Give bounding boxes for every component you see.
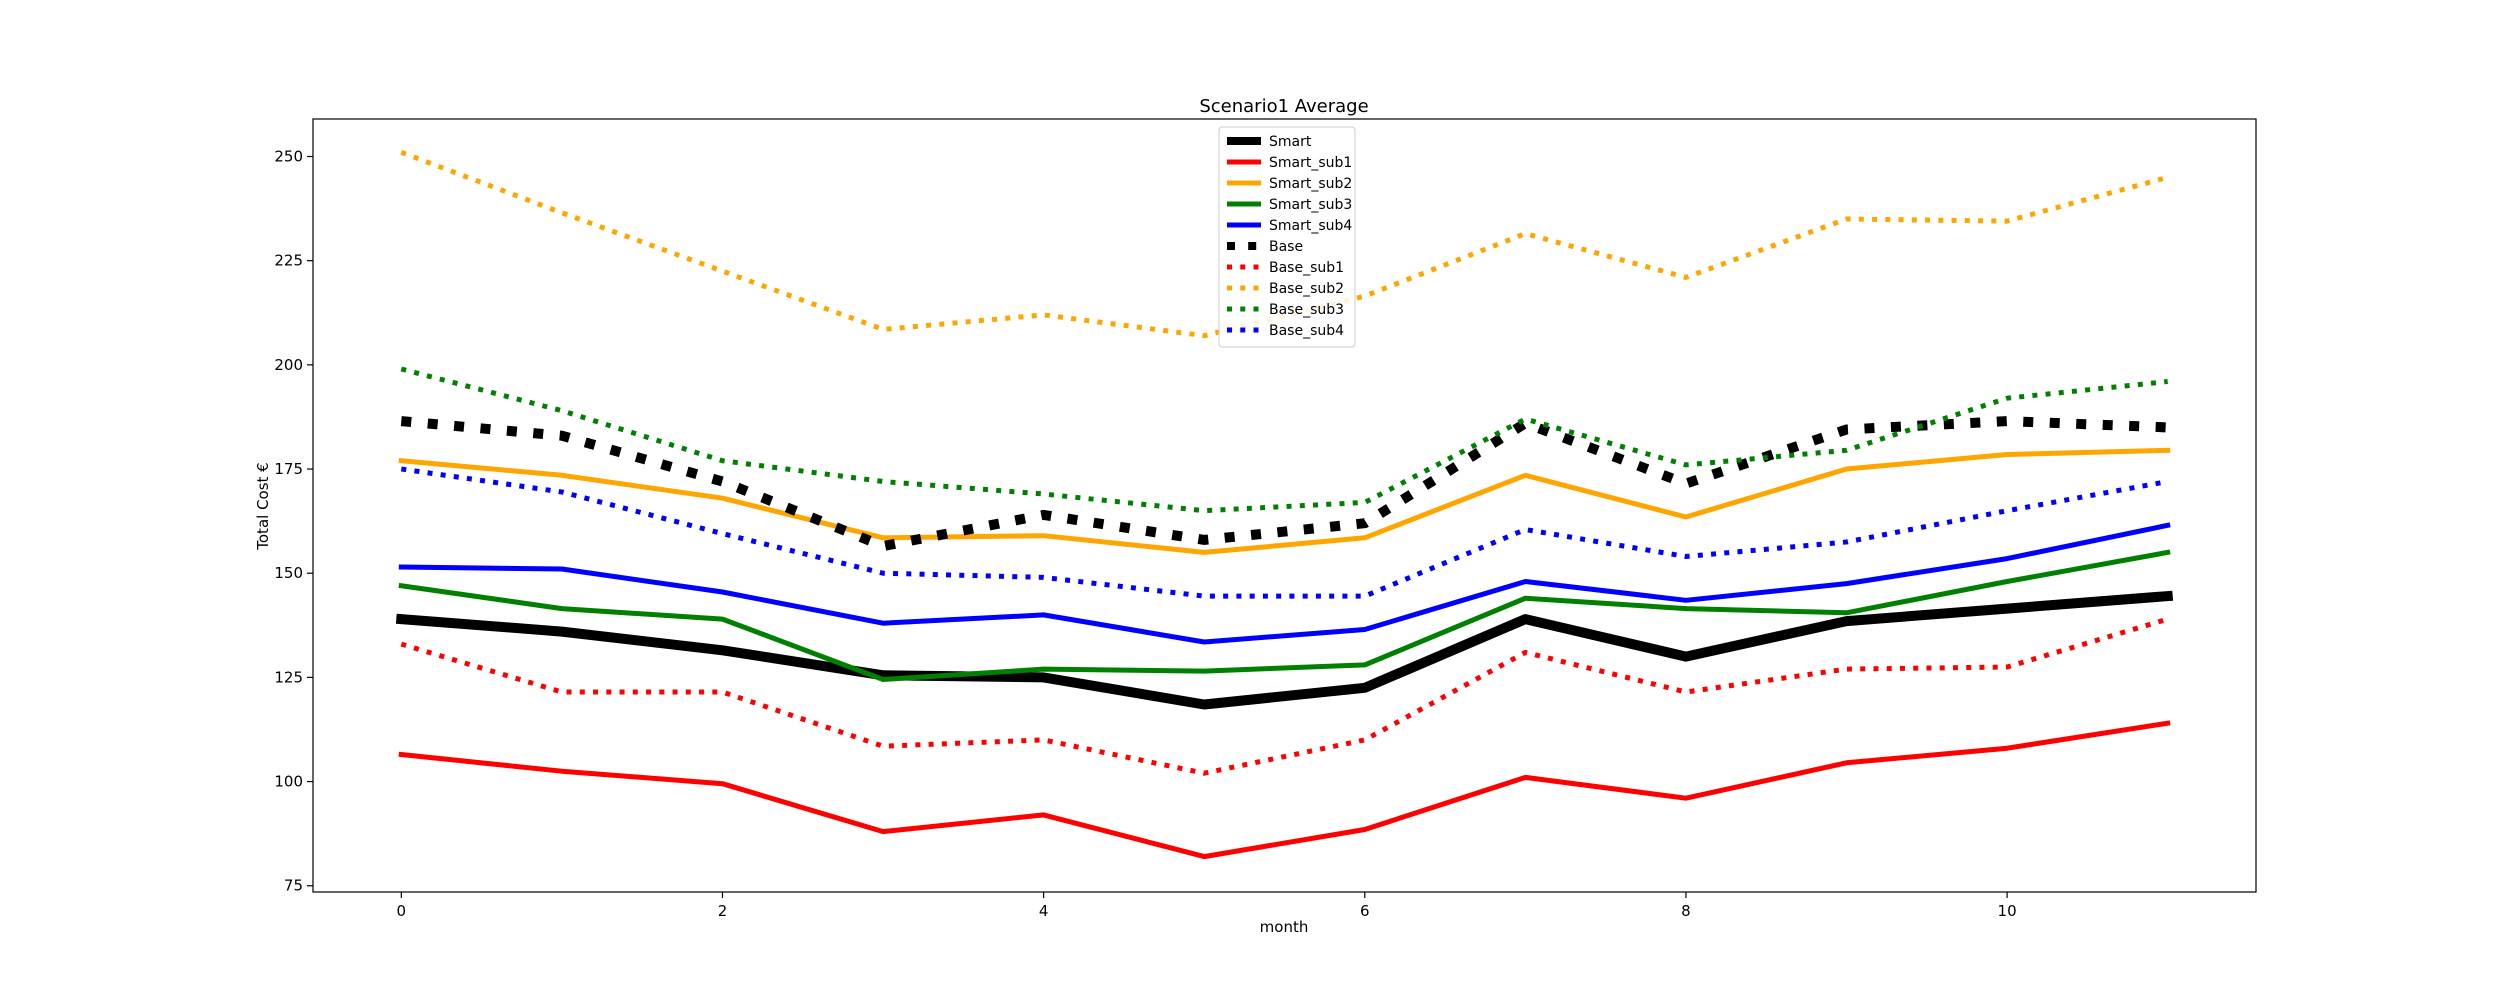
y-tick-label: 200 bbox=[274, 356, 303, 374]
x-tick-label: 4 bbox=[1039, 902, 1049, 920]
legend-label-smart-sub2: Smart_sub2 bbox=[1269, 176, 1352, 192]
legend-label-base-sub2: Base_sub2 bbox=[1269, 281, 1344, 297]
y-tick-label: 100 bbox=[274, 773, 303, 791]
legend-label-base-sub1: Base_sub1 bbox=[1269, 260, 1344, 276]
plot-frame bbox=[312, 118, 2257, 893]
series-lines bbox=[395, 149, 2174, 860]
x-tick-label: 8 bbox=[1681, 902, 1691, 920]
legend-label-smart-sub3: Smart_sub3 bbox=[1269, 197, 1352, 213]
series-line-smart-sub2 bbox=[398, 447, 2171, 555]
series-line-base bbox=[400, 416, 2168, 552]
legend-label-base: Base bbox=[1269, 239, 1303, 255]
series-line-smart bbox=[395, 590, 2174, 710]
y-tick-label: 125 bbox=[274, 668, 303, 686]
x-tick-label: 2 bbox=[718, 902, 728, 920]
x-tick-label: 10 bbox=[1998, 902, 2017, 920]
chart-title: Scenario1 Average bbox=[1199, 96, 1368, 117]
x-axis-ticks: 0 2 4 6 8 10 bbox=[397, 892, 2017, 920]
series-line-smart-sub1 bbox=[398, 720, 2171, 860]
legend-label-base-sub3: Base_sub3 bbox=[1269, 302, 1344, 318]
legend-label-smart-sub1: Smart_sub1 bbox=[1269, 155, 1352, 171]
y-tick-label: 175 bbox=[274, 460, 303, 478]
x-tick-label: 6 bbox=[1360, 902, 1370, 920]
x-tick-label: 0 bbox=[397, 902, 407, 920]
x-axis-label: month bbox=[1260, 918, 1309, 936]
series-line-smart-sub3 bbox=[398, 549, 2171, 682]
series-line-base-sub3 bbox=[400, 366, 2168, 514]
y-axis-ticks: 75 100 125 150 175 200 225 250 bbox=[274, 148, 313, 895]
series-line-base-sub1 bbox=[400, 616, 2169, 776]
y-tick-label: 250 bbox=[274, 148, 303, 166]
y-tick-label: 150 bbox=[274, 564, 303, 582]
y-tick-label: 75 bbox=[284, 877, 303, 895]
y-tick-label: 225 bbox=[274, 252, 303, 270]
series-line-smart-sub4 bbox=[398, 522, 2171, 645]
legend: Smart Smart_sub1 Smart_sub2 Smart_sub3 Smart… bbox=[1218, 126, 1356, 348]
legend-label-smart: Smart bbox=[1269, 134, 1312, 150]
legend-label-smart-sub4: Smart_sub4 bbox=[1269, 218, 1352, 234]
legend-label-base-sub4: Base_sub4 bbox=[1269, 323, 1344, 339]
series-line-base-sub4 bbox=[400, 466, 2169, 599]
y-axis-label: Total Cost € bbox=[254, 462, 272, 550]
